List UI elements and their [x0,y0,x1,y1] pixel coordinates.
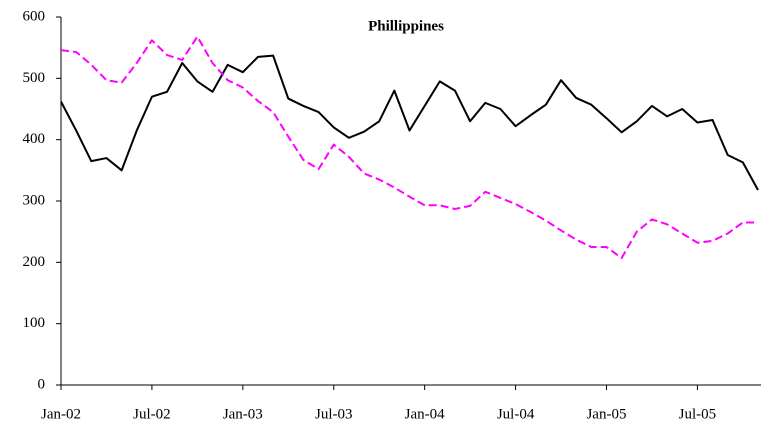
x-tick-label: Jul-05 [679,406,717,422]
y-tick-label: 400 [23,131,46,147]
x-tick-label: Jul-02 [133,406,171,422]
y-tick-label: 100 [23,315,46,331]
y-tick-label: 0 [38,376,46,392]
series-line [60,35,758,260]
y-tick-label: 200 [23,254,46,270]
series-line [60,54,759,191]
y-tick-label: 600 [23,8,46,24]
x-tick-label: Jul-04 [497,406,535,422]
x-tick-label: Jul-03 [315,406,353,422]
chart-title: Phillippines [368,18,444,34]
x-tick-label: Jan-05 [586,406,626,422]
x-tick-label: Jan-02 [41,406,81,422]
x-tick-label: Jan-04 [405,406,445,422]
x-tick-label: Jan-03 [223,406,263,422]
y-tick-label: 500 [23,70,46,86]
y-tick-label: 300 [23,192,46,208]
